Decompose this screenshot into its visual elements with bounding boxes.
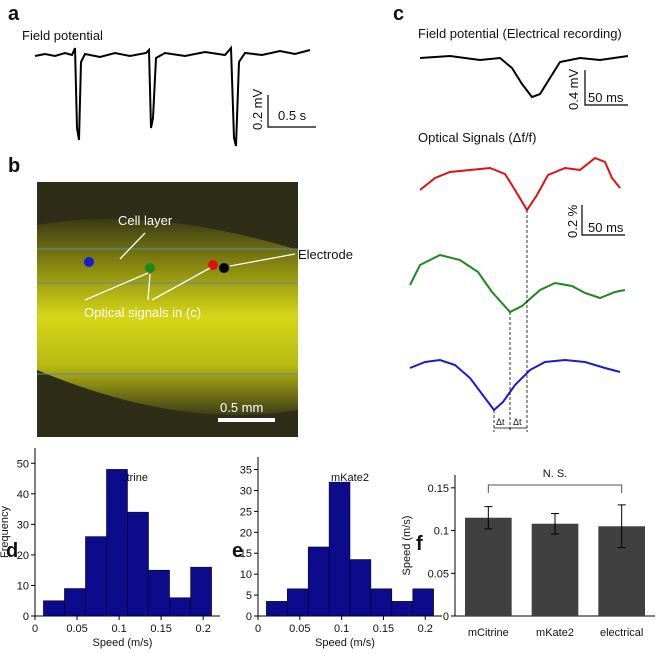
scale-label: 50 ms bbox=[588, 220, 624, 235]
x-tick-label: 0.15 bbox=[373, 623, 394, 635]
scale-label: 0.5 s bbox=[278, 108, 307, 123]
y-tick-label: 20 bbox=[17, 550, 29, 562]
scale-label: 50 ms bbox=[588, 90, 624, 105]
scale-label: 0.2 mV bbox=[250, 88, 265, 130]
panel-label: f bbox=[416, 533, 423, 555]
scale-bar bbox=[581, 205, 625, 236]
y-tick-label: 10 bbox=[17, 580, 29, 592]
x-axis-label: Speed (m/s) bbox=[315, 637, 375, 649]
panel-label: e bbox=[232, 540, 243, 562]
bar bbox=[43, 600, 65, 617]
y-tick-label: 20 bbox=[240, 527, 252, 539]
error-bar bbox=[551, 512, 559, 535]
trace bbox=[419, 54, 629, 99]
bar bbox=[412, 588, 434, 617]
x-tick-label: 0.1 bbox=[334, 623, 349, 635]
bar bbox=[190, 566, 212, 617]
y-tick-label: 0.1 bbox=[434, 526, 449, 538]
error-bar bbox=[617, 504, 626, 549]
y-tick-label: 30 bbox=[240, 485, 252, 497]
x-axis-label: Speed (m/s) bbox=[93, 637, 153, 649]
x-tick-label: 0.2 bbox=[418, 623, 433, 635]
y-tick-label: 15 bbox=[240, 548, 252, 560]
bar bbox=[307, 546, 330, 617]
trace bbox=[409, 358, 621, 412]
arrows bbox=[84, 232, 296, 301]
x-tick-label: mKate2 bbox=[536, 627, 574, 639]
bar bbox=[287, 588, 309, 617]
x-tick-label: electrical bbox=[600, 627, 643, 639]
trace-title: Field potential bbox=[22, 28, 103, 43]
y-tick-label: 25 bbox=[240, 506, 252, 518]
section-title: Optical Signals (Δf/f) bbox=[418, 130, 537, 145]
panel-label: c bbox=[393, 3, 404, 25]
chart-title: mKate2 bbox=[331, 472, 369, 484]
y-tick-label: 30 bbox=[17, 519, 29, 531]
x-tick-label: 0 bbox=[255, 623, 261, 635]
y-tick-label: 0.05 bbox=[428, 568, 449, 580]
x-tick-label: 0.2 bbox=[196, 623, 211, 635]
error-bar bbox=[484, 506, 493, 530]
annotation: Optical signals in (c) bbox=[84, 305, 201, 320]
site-dot bbox=[84, 257, 94, 267]
y-tick-label: 40 bbox=[17, 489, 29, 501]
bar bbox=[328, 481, 351, 617]
y-tick-label: 5 bbox=[246, 590, 252, 602]
x-tick-label: 0.15 bbox=[150, 623, 171, 635]
trace-title: Field potential (Electrical recording) bbox=[418, 26, 622, 41]
delta-label: Δt bbox=[513, 417, 522, 427]
bar bbox=[148, 569, 170, 617]
bar bbox=[106, 469, 128, 617]
bar bbox=[169, 597, 191, 617]
y-axis-label: Frequency bbox=[0, 506, 11, 558]
x-tick-label: mCitrine bbox=[468, 627, 509, 639]
bar bbox=[531, 523, 579, 616]
bar bbox=[127, 511, 149, 617]
bar bbox=[85, 536, 107, 617]
y-tick-label: 35 bbox=[240, 465, 252, 477]
annotation: Electrode bbox=[298, 247, 353, 262]
bar bbox=[64, 588, 86, 617]
x-tick-label: 0.1 bbox=[111, 623, 126, 635]
site-dot bbox=[219, 263, 229, 273]
scale-label: 0.5 mm bbox=[220, 400, 263, 415]
annotation: N. S. bbox=[543, 468, 567, 480]
trace bbox=[34, 45, 311, 147]
scale-bar bbox=[584, 70, 628, 106]
y-tick-label: 10 bbox=[240, 569, 252, 581]
x-tick-label: 0.05 bbox=[289, 623, 310, 635]
tissue bbox=[37, 218, 298, 415]
trace bbox=[409, 253, 626, 314]
bar bbox=[465, 517, 512, 616]
bar bbox=[370, 588, 393, 617]
panel-label: d bbox=[6, 540, 18, 562]
y-axis-label: Speed (m/s) bbox=[401, 516, 413, 576]
scale-bar bbox=[267, 95, 316, 128]
panel-label: a bbox=[8, 3, 20, 25]
x-tick-label: 0.05 bbox=[66, 623, 87, 635]
delta-label: Δt bbox=[496, 417, 505, 427]
bar bbox=[266, 601, 288, 617]
y-tick-label: 0.15 bbox=[428, 483, 449, 495]
y-tick-label: 0 bbox=[443, 611, 449, 623]
site-dot bbox=[208, 260, 218, 270]
bar bbox=[349, 559, 372, 617]
x-tick-label: 0 bbox=[32, 623, 38, 635]
y-tick-label: 50 bbox=[17, 458, 29, 470]
scale-label: 0.2 % bbox=[565, 204, 580, 238]
annotation: Cell layer bbox=[118, 213, 173, 228]
bar bbox=[391, 601, 413, 617]
guide-lines bbox=[493, 210, 528, 432]
y-tick-label: 0 bbox=[23, 611, 29, 623]
trace bbox=[419, 156, 621, 212]
scale-label: 0.4 mV bbox=[566, 68, 581, 110]
bracket bbox=[487, 484, 623, 493]
y-tick-label: 0 bbox=[246, 611, 252, 623]
site-dot bbox=[145, 263, 155, 273]
panel-label: b bbox=[8, 155, 20, 177]
